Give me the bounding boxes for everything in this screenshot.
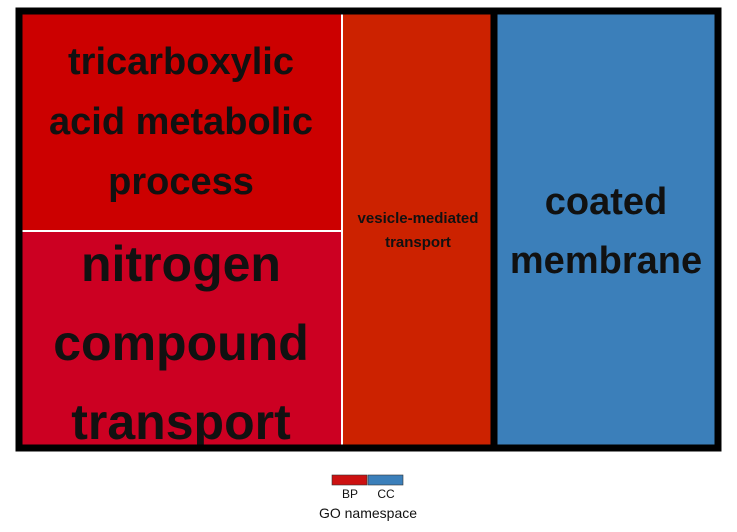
- group-borders: [15, 7, 722, 452]
- legend-key-bp: [331, 474, 368, 486]
- tile-label-line: membrane: [510, 240, 702, 282]
- tile-label-line: process: [108, 161, 254, 203]
- group-border-cc: [490, 7, 722, 452]
- legend: BP CC GO namespace: [319, 474, 417, 521]
- treemap-tiles: tricarboxylic acid metabolic process nitrog…: [19, 11, 718, 450]
- tile-vesicle-mediated-transport: [341, 11, 495, 448]
- tile-label-line: acid metabolic: [49, 101, 313, 143]
- tile-label-line: compound: [53, 315, 309, 371]
- tile-tricarboxylic-acid-metabolic-process: [19, 11, 343, 232]
- tile-label-line: transport: [385, 234, 451, 251]
- legend-label-cc: CC: [377, 487, 395, 501]
- tile-label-line: nitrogen: [81, 236, 281, 292]
- tile-label: coated membrane: [510, 181, 702, 282]
- tile-label-line: vesicle-mediated: [358, 210, 479, 227]
- tile-label-line: coated: [545, 181, 667, 223]
- legend-title: GO namespace: [319, 505, 417, 521]
- legend-key-cc: [367, 474, 404, 486]
- tile-coated-membrane: [494, 11, 718, 448]
- tile-label-line: transport: [71, 394, 291, 450]
- legend-label-bp: BP: [342, 487, 358, 501]
- tile-label: vesicle-mediated transport: [358, 210, 479, 251]
- tile-label: nitrogen compound transport: [53, 236, 309, 450]
- tile-label: tricarboxylic acid metabolic process: [49, 41, 313, 203]
- tile-label-line: tricarboxylic: [68, 41, 294, 83]
